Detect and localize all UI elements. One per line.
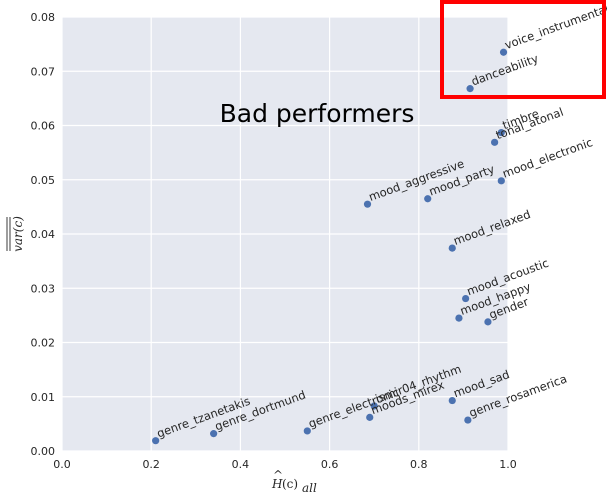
data-point [366, 413, 374, 421]
data-point [462, 294, 470, 303]
annotation-text: Bad performers [220, 99, 415, 128]
data-point [370, 402, 378, 410]
y-tick-label: 0.03 [31, 282, 56, 295]
y-axis-label-group: var(c) [6, 216, 25, 252]
data-point [499, 48, 508, 56]
data-point [484, 318, 492, 326]
y-tick-label: 0.05 [31, 174, 56, 187]
y-tick-label: 0.06 [31, 120, 56, 133]
data-point [491, 138, 499, 146]
data-point [303, 427, 311, 435]
x-axis-label-hat: ^ [273, 468, 283, 482]
y-tick-label: 0.01 [31, 391, 56, 404]
x-axis-label-arg: (c) [282, 477, 298, 491]
grid-lines [61, 16, 509, 452]
x-tick-labels: 0.0 0.2 0.4 0.6 0.8 1.0 [53, 458, 517, 471]
x-axis-label-sub: all [302, 481, 317, 495]
data-point [424, 195, 432, 203]
data-point [210, 430, 218, 438]
y-tick-label: 0.00 [31, 445, 56, 458]
data-point [448, 244, 456, 252]
x-tick-label: 1.0 [499, 458, 517, 471]
data-point [363, 200, 372, 208]
data-point [152, 437, 160, 445]
y-axis-label: var(c) [6, 216, 25, 252]
highlight-box [440, 0, 606, 99]
data-point [497, 177, 505, 185]
y-tick-label: 0.02 [31, 337, 56, 350]
data-points [152, 48, 508, 445]
x-tick-label: 0.4 [232, 458, 250, 471]
data-point [464, 416, 472, 424]
x-tick-label: 0.0 [53, 458, 71, 471]
y-tick-label: 0.04 [31, 228, 56, 241]
x-axis-label: H^(c) all [271, 468, 317, 495]
y-tick-label: 0.07 [31, 65, 56, 78]
y-tick-label: 0.08 [31, 11, 56, 24]
x-axis-label-main: H [271, 477, 283, 491]
point-label: voice_instrumental [503, 1, 607, 52]
x-tick-label: 0.6 [321, 458, 339, 471]
point-label: mood_electronic [501, 135, 595, 181]
data-point [455, 314, 463, 322]
y-tick-labels: 0.00 0.01 0.02 0.03 0.04 0.05 0.06 0.07 0.08 [31, 11, 56, 458]
data-point [466, 85, 474, 93]
y-axis-label-text: var(c) [11, 216, 25, 252]
data-point [497, 128, 505, 137]
data-point [448, 396, 456, 405]
x-tick-label: 0.2 [142, 458, 160, 471]
x-tick-label: 0.8 [410, 458, 428, 471]
